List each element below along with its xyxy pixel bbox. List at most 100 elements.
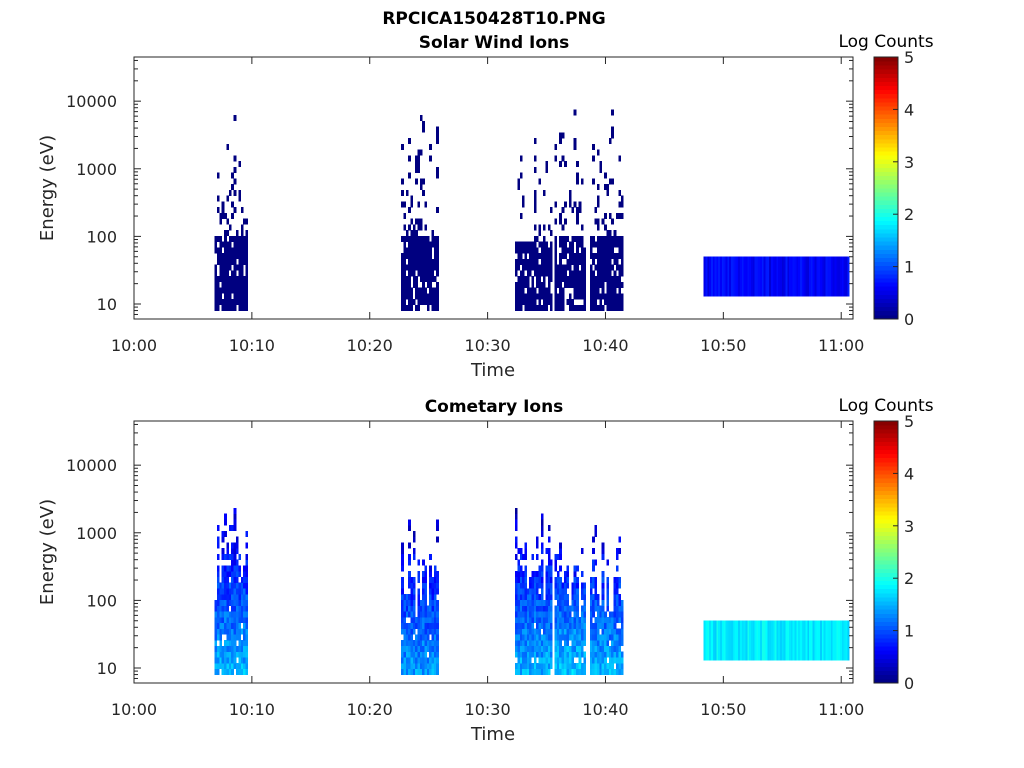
band-cell xyxy=(729,620,732,661)
spectrogram-cell xyxy=(589,657,593,664)
spectrogram-cell xyxy=(231,235,234,242)
spectrogram-cell xyxy=(524,594,528,601)
spectrogram-cell xyxy=(214,235,218,242)
spectrogram-cell xyxy=(408,651,411,658)
spectrogram-cell xyxy=(228,611,232,618)
spectrogram-cell xyxy=(412,270,416,277)
band-cell xyxy=(736,256,739,297)
spectrogram-cell xyxy=(221,588,225,595)
spectrogram-cell xyxy=(422,576,425,583)
colorbar-segment xyxy=(874,584,898,590)
spectrogram-cell xyxy=(216,605,220,612)
spectrogram-cell xyxy=(224,241,227,248)
band-cell xyxy=(825,256,828,297)
spectrogram-cell xyxy=(573,663,577,670)
spectrogram-cell xyxy=(403,201,407,208)
spectrogram-cell xyxy=(599,161,602,168)
spectrogram-cell xyxy=(429,657,432,664)
spectrogram-cell xyxy=(515,287,518,294)
spectrogram-cell xyxy=(417,605,421,612)
spectrogram-cell xyxy=(576,645,579,652)
spectrogram-cell xyxy=(436,258,439,265)
spectrogram-cell xyxy=(545,287,549,294)
spectrogram-cell xyxy=(515,582,518,589)
spectrogram-cell xyxy=(543,287,546,294)
spectrogram-cell xyxy=(429,287,432,294)
spectrogram-cell xyxy=(594,617,598,624)
spectrogram-cell xyxy=(410,230,414,237)
spectrogram-cell xyxy=(240,657,244,664)
spectrogram-cell xyxy=(422,668,425,675)
spectrogram-cell xyxy=(526,293,530,300)
spectrogram-cell xyxy=(580,258,584,265)
colorbar-tick-label: 0 xyxy=(904,674,914,693)
spectrogram-cell xyxy=(214,264,218,271)
spectrogram-cell xyxy=(594,622,598,629)
spectrogram-cell xyxy=(576,247,579,254)
spectrogram-cell xyxy=(538,599,542,606)
spectrogram-cell xyxy=(554,235,558,242)
spectrogram-cell xyxy=(529,599,532,606)
spectrogram-cell xyxy=(536,622,539,629)
spectrogram-cell xyxy=(578,663,582,670)
spectrogram-cell xyxy=(408,599,411,606)
spectrogram-cell xyxy=(522,628,525,635)
spectrogram-cell xyxy=(616,594,619,601)
spectrogram-cell xyxy=(538,253,542,260)
band-cell xyxy=(832,620,835,661)
spectrogram-cell xyxy=(599,651,602,658)
spectrogram-cell xyxy=(538,293,542,300)
spectrogram-cell xyxy=(243,645,246,652)
spectrogram-cell xyxy=(224,594,227,601)
spectrogram-cell xyxy=(424,640,428,647)
spectrogram-cell xyxy=(556,281,560,288)
spectrogram-cell xyxy=(589,241,593,248)
spectrogram-cell xyxy=(243,651,246,658)
spectrogram-cell xyxy=(401,281,404,288)
spectrogram-cell xyxy=(578,207,582,214)
spectrogram-cell xyxy=(608,651,612,658)
spectrogram-cell xyxy=(578,241,582,248)
band-cell xyxy=(760,256,763,297)
spectrogram-cell xyxy=(576,161,579,168)
spectrogram-cell xyxy=(613,276,617,283)
spectrogram-cell xyxy=(401,605,404,612)
colorbar-segment xyxy=(874,216,898,222)
spectrogram-cell xyxy=(515,594,518,601)
spectrogram-cell xyxy=(226,304,230,311)
spectrogram-cell xyxy=(547,571,551,578)
spectrogram-cell xyxy=(561,235,565,242)
spectrogram-cell xyxy=(415,640,418,647)
band-cell xyxy=(803,620,806,661)
spectrogram-cell xyxy=(606,299,610,306)
spectrogram-cell xyxy=(583,663,587,670)
spectrogram-cell xyxy=(403,281,407,288)
spectrogram-cell xyxy=(233,640,237,647)
spectrogram-cell xyxy=(554,258,558,265)
spectrogram-cell xyxy=(517,645,521,652)
spectrogram-cell xyxy=(415,657,418,664)
spectrogram-cell xyxy=(426,235,430,242)
spectrogram-cell xyxy=(436,293,439,300)
spectrogram-cell xyxy=(233,276,237,283)
spectrogram-cell xyxy=(618,235,622,242)
spectrogram-cell xyxy=(618,212,622,219)
spectrogram-cell xyxy=(228,640,232,647)
spectrogram-cell xyxy=(611,634,614,641)
spectrogram-cell xyxy=(424,258,428,265)
spectrogram-cell xyxy=(422,611,425,618)
spectrogram-cell xyxy=(410,582,414,589)
spectrogram-cell xyxy=(515,525,518,532)
spectrogram-cell xyxy=(519,599,523,606)
spectrogram-cell xyxy=(592,605,595,612)
spectrogram-cell xyxy=(405,281,409,288)
spectrogram-cell xyxy=(620,640,624,647)
spectrogram-cell xyxy=(417,645,421,652)
colorbar-segment xyxy=(874,441,898,446)
spectrogram-cell xyxy=(596,634,600,641)
spectrogram-cell xyxy=(403,645,407,652)
spectrogram-cell xyxy=(550,207,553,214)
band-cell xyxy=(763,256,766,297)
spectrogram-cell xyxy=(564,576,567,583)
spectrogram-cell xyxy=(233,519,237,526)
